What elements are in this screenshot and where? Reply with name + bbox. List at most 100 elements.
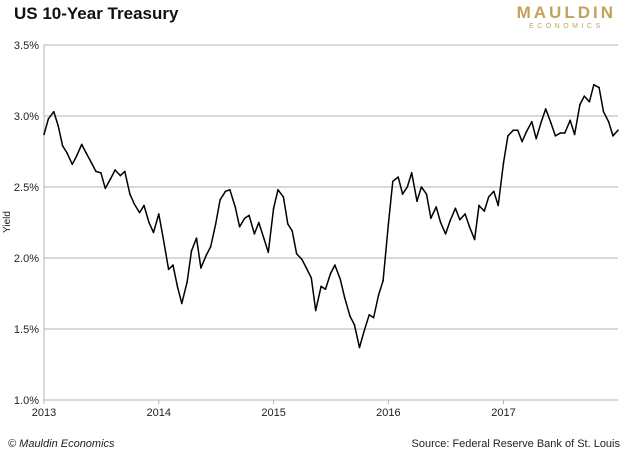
data-point [416, 200, 418, 202]
data-point [454, 207, 457, 210]
data-point [243, 217, 246, 220]
data-point [104, 187, 107, 190]
data-point [588, 101, 591, 103]
data-point [314, 309, 317, 312]
source-note: Source: Federal Reserve Bank of St. Loui… [411, 438, 621, 450]
data-point [57, 125, 59, 127]
data-point [583, 95, 586, 97]
data-point [100, 172, 102, 174]
data-point [152, 231, 155, 234]
y-axis-ticks: 1.0% 1.5% 2.0% 2.5% 3.0% 3.5% [14, 40, 39, 407]
data-point [617, 129, 619, 131]
data-point [535, 137, 538, 140]
data-point [71, 163, 74, 166]
data-point [377, 294, 380, 296]
data-point [148, 221, 150, 224]
logo-wordmark: MAULDIN [516, 3, 616, 22]
data-point [406, 186, 409, 188]
data-point [66, 152, 68, 154]
data-point [473, 238, 476, 241]
logo-subtitle: ECONOMICS [528, 23, 604, 30]
mauldin-economics-logo: MAULDIN ECONOMICS [517, 4, 616, 31]
data-point [167, 268, 170, 271]
data-point [612, 135, 614, 137]
data-point [602, 110, 605, 113]
y-tick-label: 2.5% [14, 182, 39, 194]
data-point [114, 169, 116, 171]
data-point [401, 193, 404, 195]
data-point [573, 133, 576, 136]
data-point [109, 177, 112, 180]
data-point [248, 214, 250, 217]
series-line-0 [43, 84, 619, 349]
data-point [295, 252, 298, 255]
series-group [43, 83, 619, 349]
data-point [544, 108, 547, 110]
data-point [358, 346, 361, 349]
data-point [143, 204, 145, 207]
data-point [339, 278, 342, 281]
y-tick-label: 3.5% [14, 40, 39, 52]
data-point [449, 220, 451, 222]
data-point [320, 285, 322, 288]
x-tick-label: 2015 [261, 407, 285, 419]
data-point [43, 133, 45, 136]
data-point [282, 196, 285, 198]
data-point [512, 129, 515, 131]
data-point [90, 162, 93, 164]
data-point [138, 211, 141, 214]
data-point [52, 110, 55, 113]
data-point [607, 120, 610, 123]
data-point [554, 135, 557, 137]
gridlines [43, 44, 618, 401]
data-point [525, 130, 528, 133]
data-point [291, 230, 293, 232]
data-point [392, 180, 394, 183]
data-point [420, 186, 423, 188]
data-point [507, 135, 509, 137]
data-point [253, 233, 256, 235]
data-point [47, 118, 50, 120]
data-point [592, 83, 595, 86]
data-point [224, 190, 227, 193]
data-point [502, 162, 505, 164]
x-tick-label: 2014 [147, 407, 171, 419]
data-point [214, 223, 217, 225]
data-point [444, 233, 447, 235]
y-tick-label: 2.0% [14, 253, 39, 265]
data-point [425, 193, 428, 195]
data-point [190, 250, 193, 252]
data-point [229, 189, 231, 191]
data-point [324, 288, 327, 291]
data-point [368, 314, 371, 316]
data-point [200, 267, 202, 269]
data-point [219, 198, 221, 201]
data-point [410, 172, 413, 174]
x-tick-label: 2016 [376, 407, 400, 419]
data-point [569, 119, 571, 122]
copyright-note: © Mauldin Economics [8, 438, 115, 450]
data-point [492, 190, 495, 193]
data-point [238, 225, 241, 228]
data-point [205, 254, 208, 256]
data-point [397, 176, 399, 178]
data-point [349, 315, 351, 318]
data-point [277, 189, 279, 191]
data-point [209, 245, 212, 248]
data-point [263, 237, 265, 239]
data-point [531, 120, 533, 123]
data-point [195, 237, 198, 239]
data-point [129, 193, 131, 195]
data-point [598, 86, 600, 89]
x-tick-label: 2017 [491, 407, 515, 419]
data-point [258, 221, 260, 224]
data-point [540, 120, 543, 123]
x-axis-ticks: 2013 2014 2015 2016 2017 [32, 400, 516, 419]
data-point [286, 223, 289, 225]
data-point [180, 302, 183, 305]
data-point [468, 225, 471, 228]
data-point [124, 170, 126, 173]
data-point [267, 251, 270, 254]
data-point [133, 203, 136, 205]
